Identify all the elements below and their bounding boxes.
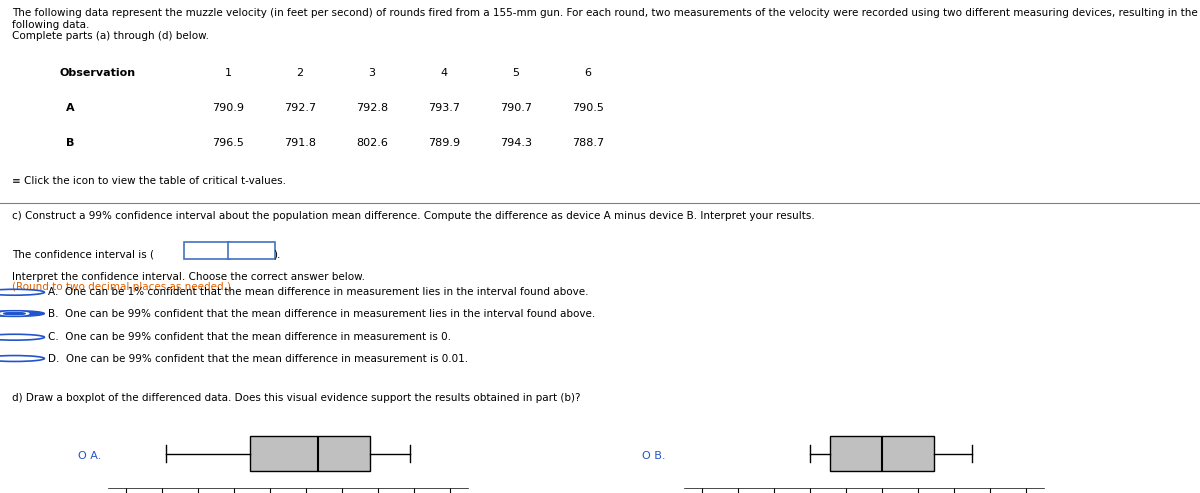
Text: 1: 1 bbox=[224, 68, 232, 78]
Text: The confidence interval is (: The confidence interval is ( bbox=[12, 249, 154, 259]
Text: O A.: O A. bbox=[78, 451, 101, 461]
Text: 790.7: 790.7 bbox=[500, 103, 532, 113]
Text: 802.6: 802.6 bbox=[356, 139, 388, 148]
Text: ).: ). bbox=[274, 249, 281, 259]
Text: B: B bbox=[66, 139, 74, 148]
Circle shape bbox=[0, 312, 29, 315]
Text: Interpret the confidence interval. Choose the correct answer below.: Interpret the confidence interval. Choos… bbox=[12, 272, 365, 282]
Text: d) Draw a boxplot of the differenced data. Does this visual evidence support the: d) Draw a boxplot of the differenced dat… bbox=[12, 393, 581, 403]
Text: Observation: Observation bbox=[60, 68, 136, 78]
Text: 5: 5 bbox=[512, 68, 520, 78]
Text: c) Construct a 99% confidence interval about the population mean difference. Com: c) Construct a 99% confidence interval a… bbox=[12, 211, 815, 221]
Text: 2: 2 bbox=[296, 68, 304, 78]
Text: B.  One can be 99% confident that the mean difference in measurement lies in the: B. One can be 99% confident that the mea… bbox=[48, 309, 595, 318]
Text: 789.9: 789.9 bbox=[428, 139, 460, 148]
Circle shape bbox=[0, 311, 44, 317]
Text: A: A bbox=[66, 103, 74, 113]
Text: D.  One can be 99% confident that the mean difference in measurement is 0.01.: D. One can be 99% confident that the mea… bbox=[48, 353, 468, 363]
Text: 4: 4 bbox=[440, 68, 448, 78]
Text: ≡ Click the icon to view the table of critical t-values.: ≡ Click the icon to view the table of cr… bbox=[12, 176, 286, 186]
Text: 793.7: 793.7 bbox=[428, 103, 460, 113]
Text: C.  One can be 99% confident that the mean difference in measurement is 0.: C. One can be 99% confident that the mea… bbox=[48, 332, 451, 342]
Text: 796.5: 796.5 bbox=[212, 139, 244, 148]
Text: O B.: O B. bbox=[642, 451, 666, 461]
FancyBboxPatch shape bbox=[228, 242, 275, 259]
Text: 792.8: 792.8 bbox=[356, 103, 388, 113]
Text: 792.7: 792.7 bbox=[284, 103, 316, 113]
Text: 788.7: 788.7 bbox=[572, 139, 604, 148]
PathPatch shape bbox=[830, 436, 934, 471]
Text: 790.9: 790.9 bbox=[212, 103, 244, 113]
PathPatch shape bbox=[250, 436, 371, 471]
Text: 790.5: 790.5 bbox=[572, 103, 604, 113]
Text: 6: 6 bbox=[584, 68, 592, 78]
Text: 791.8: 791.8 bbox=[284, 139, 316, 148]
Text: A.  One can be 1% confident that the mean difference in measurement lies in the : A. One can be 1% confident that the mean… bbox=[48, 287, 588, 297]
FancyBboxPatch shape bbox=[184, 242, 230, 259]
Text: The following data represent the muzzle velocity (in feet per second) of rounds : The following data represent the muzzle … bbox=[12, 8, 1198, 41]
Circle shape bbox=[4, 313, 25, 315]
Text: (Round to two decimal places as needed.): (Round to two decimal places as needed.) bbox=[12, 282, 230, 292]
Text: 794.3: 794.3 bbox=[500, 139, 532, 148]
Text: 3: 3 bbox=[368, 68, 376, 78]
